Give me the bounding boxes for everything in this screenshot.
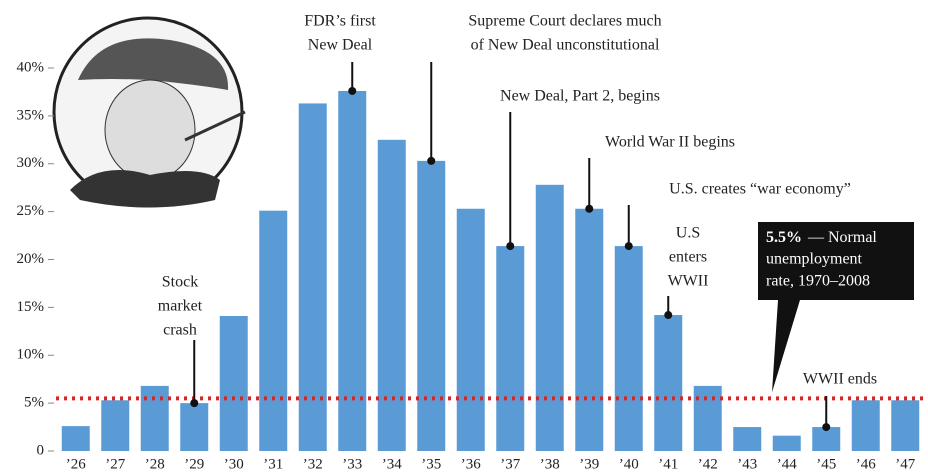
x-tick-label: ’41 [658,456,678,472]
y-tick-label: 0 [37,442,45,458]
x-tick-label: ’36 [461,456,481,472]
bar [220,316,248,451]
callout-box [758,222,914,392]
bar [615,246,643,451]
bar [417,161,445,451]
reference-text: unemployment [766,251,863,268]
bar [378,140,406,451]
y-tick-label: 40% [17,59,45,75]
x-tick-label: ’43 [737,456,757,472]
annotation-text: U.S [676,225,700,242]
bar [694,386,722,451]
annotation-dot [427,157,435,165]
annotation-text: crash [163,322,197,339]
x-tick-label: ’39 [579,456,599,472]
annotation-dot [506,242,514,250]
x-tick-label: ’47 [895,456,915,472]
reference-text: — Normal [807,229,877,246]
x-tick-label: ’31 [263,456,283,472]
annotation-dot [585,205,593,213]
annotation-text: enters [669,249,707,266]
y-tick-label: 10% [17,347,45,363]
bar [536,185,564,451]
bar [852,400,880,451]
x-tick-label: ’42 [698,456,718,472]
reference-label: 5.5% — Normal [766,229,877,246]
chart: 0 5% 10% 15% 20% 25% 30% 35% 40% ’26 ’27 ’28 ’29 ’30 ’… [0,0,928,474]
x-tick-label: ’40 [619,456,639,472]
reference-value: 5.5% [766,229,802,246]
bar [62,426,90,451]
annotation-text: New Deal, Part 2, begins [500,88,660,105]
bar [654,315,682,451]
portrait-illustration [54,18,245,208]
annotation-text: WWII ends [803,371,877,388]
x-tick-label: ’45 [816,456,836,472]
annotation-text: New Deal [308,37,373,54]
y-tick-label: 25% [17,203,45,219]
annotation-dot [348,87,356,95]
x-tick-label: ’46 [856,456,876,472]
x-tick-label: ’33 [342,456,362,472]
y-tick-label: 20% [17,251,45,267]
x-tick-label: ’30 [224,456,244,472]
y-tick-label: 5% [24,395,44,411]
bar [733,427,761,451]
annotation-text: Supreme Court declares much [468,13,661,30]
bar [180,403,208,451]
bar [259,211,287,451]
y-tick-label: 30% [17,155,45,171]
reference-text: rate, 1970–2008 [766,273,870,290]
annotation-text: U.S. creates “war economy” [669,181,851,198]
x-tick-label: ’27 [105,456,125,472]
x-tick-label: ’35 [421,456,441,472]
annotation-dot [190,399,198,407]
bar [141,386,169,451]
x-tick-label: ’34 [382,456,402,472]
annotation-text: FDR’s first [304,13,376,30]
annotation-text: of New Deal unconstitutional [471,37,660,54]
annotation-dot [664,311,672,319]
annotation-text: WWII [668,273,709,290]
x-tick-label: ’32 [303,456,323,472]
x-tick-label: ’26 [66,456,86,472]
x-tick-label: ’44 [777,456,797,472]
bar [457,209,485,451]
annotation-text: World War II begins [605,134,735,151]
x-tick-label: ’28 [145,456,165,472]
bar [101,400,129,451]
y-tick-label: 15% [17,299,45,315]
annotation-text: Stock [162,274,198,291]
annotation-dot [822,423,830,431]
annotation-text: market [158,298,203,315]
x-tick-label: ’38 [540,456,560,472]
y-tick-label: 35% [17,107,45,123]
bar [891,400,919,451]
bar [496,246,524,451]
x-tick-label: ’29 [184,456,204,472]
x-tick-label: ’37 [500,456,520,472]
bar [773,436,801,451]
bar [575,209,603,451]
annotation-dot [625,242,633,250]
